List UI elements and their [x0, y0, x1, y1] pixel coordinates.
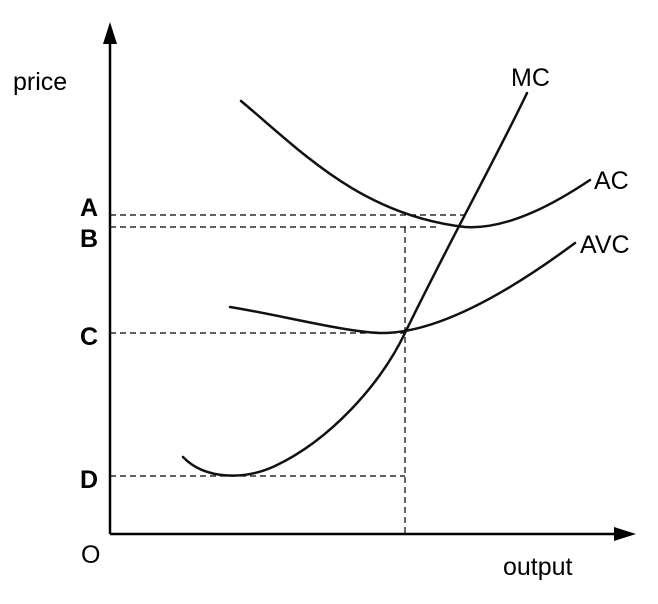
ac-curve-label: AC: [594, 167, 629, 195]
x-axis-label: output: [503, 553, 573, 581]
x-axis-arrowhead: [614, 527, 636, 541]
price-level-b-label: B: [80, 225, 98, 253]
mc-curve: [181, 91, 529, 477]
price-level-d-label: D: [80, 466, 98, 494]
avc-curve: [228, 241, 577, 335]
price-level-c-label: C: [80, 323, 98, 351]
y-axis-label: price: [13, 68, 67, 96]
origin-label: O: [81, 541, 100, 569]
ac-curve: [239, 99, 592, 229]
price-level-a-label: A: [80, 194, 98, 222]
y-axis-arrowhead: [103, 22, 117, 44]
avc-curve-label: AVC: [580, 231, 630, 259]
mc-curve-label: MC: [511, 64, 550, 92]
